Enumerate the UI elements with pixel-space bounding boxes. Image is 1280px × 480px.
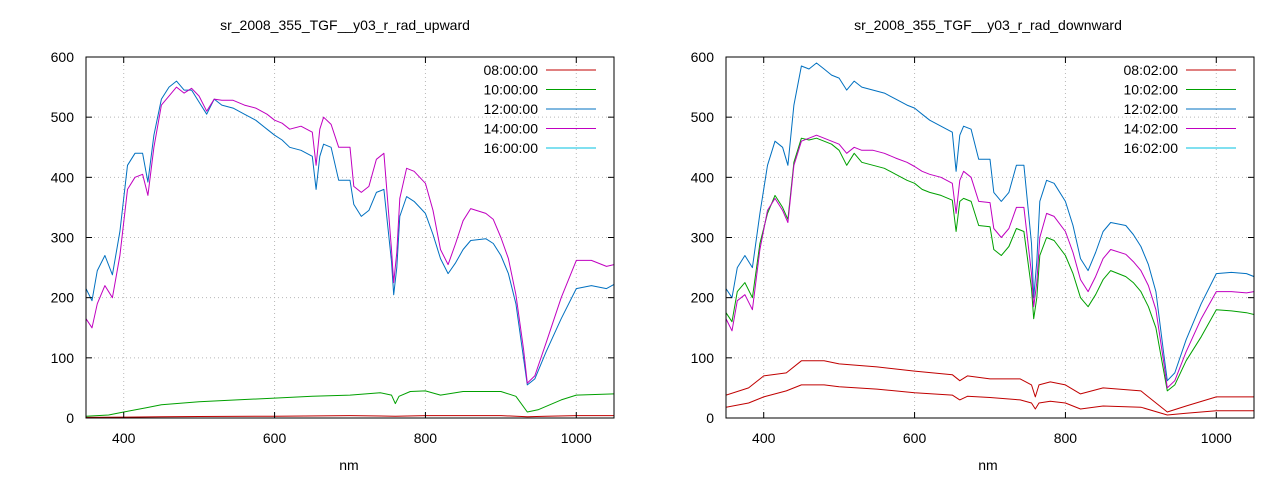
x-tick-label: 800 xyxy=(414,430,438,446)
x-tick-label: 600 xyxy=(263,430,287,446)
chart-downward: sr_2008_355_TGF__y03_r_rad_downward nm 4… xyxy=(691,17,1255,473)
legend-label: 08:02:00 xyxy=(1124,62,1179,78)
x-tick-label: 800 xyxy=(1054,430,1078,446)
series-line-unnamed-5 xyxy=(726,384,1254,416)
y-tick-label: 600 xyxy=(691,49,715,65)
legend-label: 16:00:00 xyxy=(484,140,539,156)
legend-label: 12:00:00 xyxy=(484,101,539,117)
y-tick-label: 400 xyxy=(51,169,75,185)
legend-label: 12:02:00 xyxy=(1124,101,1179,117)
series-line-12-02-00 xyxy=(726,62,1254,382)
series-group xyxy=(726,62,1254,418)
legend-label: 14:02:00 xyxy=(1124,121,1179,137)
x-axis-label: nm xyxy=(339,457,358,473)
series-line-14-00-00 xyxy=(86,86,614,384)
series-line-08-00-00 xyxy=(86,415,614,418)
series-line-10-00-00 xyxy=(86,390,614,417)
legend-label: 08:00:00 xyxy=(484,62,539,78)
series-group xyxy=(86,80,614,418)
y-tick-label: 500 xyxy=(51,109,75,125)
series-line-08-02-00 xyxy=(726,360,1254,413)
y-tick-label: 100 xyxy=(51,350,75,366)
x-tick-label: 400 xyxy=(112,430,136,446)
chart-title: sr_2008_355_TGF__y03_r_rad_downward xyxy=(854,17,1122,33)
legend-label: 10:00:00 xyxy=(484,82,539,98)
legend-label: 14:00:00 xyxy=(484,121,539,137)
legend-label: 10:02:00 xyxy=(1124,82,1179,98)
y-tick-label: 200 xyxy=(691,290,715,306)
y-tick-label: 200 xyxy=(51,290,75,306)
x-tick-label: 1000 xyxy=(561,430,592,446)
y-tick-label: 400 xyxy=(691,169,715,185)
y-tick-label: 0 xyxy=(706,410,714,426)
x-axis-label: nm xyxy=(978,457,997,473)
x-tick-label: 600 xyxy=(903,430,927,446)
series-line-14-02-00 xyxy=(726,134,1254,389)
y-tick-label: 100 xyxy=(691,350,715,366)
chart-upward: sr_2008_355_TGF__y03_r_rad_upward nm 400… xyxy=(51,17,615,473)
x-tick-label: 400 xyxy=(752,430,776,446)
y-tick-label: 300 xyxy=(691,230,715,246)
chart-title: sr_2008_355_TGF__y03_r_rad_upward xyxy=(220,17,470,33)
y-tick-label: 0 xyxy=(66,410,74,426)
y-tick-label: 300 xyxy=(51,230,75,246)
x-tick-label: 1000 xyxy=(1201,430,1232,446)
series-line-12-00-00 xyxy=(86,80,614,386)
series-line-10-02-00 xyxy=(726,137,1254,392)
y-tick-label: 500 xyxy=(691,109,715,125)
legend-label: 16:02:00 xyxy=(1124,140,1179,156)
y-tick-label: 600 xyxy=(51,49,75,65)
